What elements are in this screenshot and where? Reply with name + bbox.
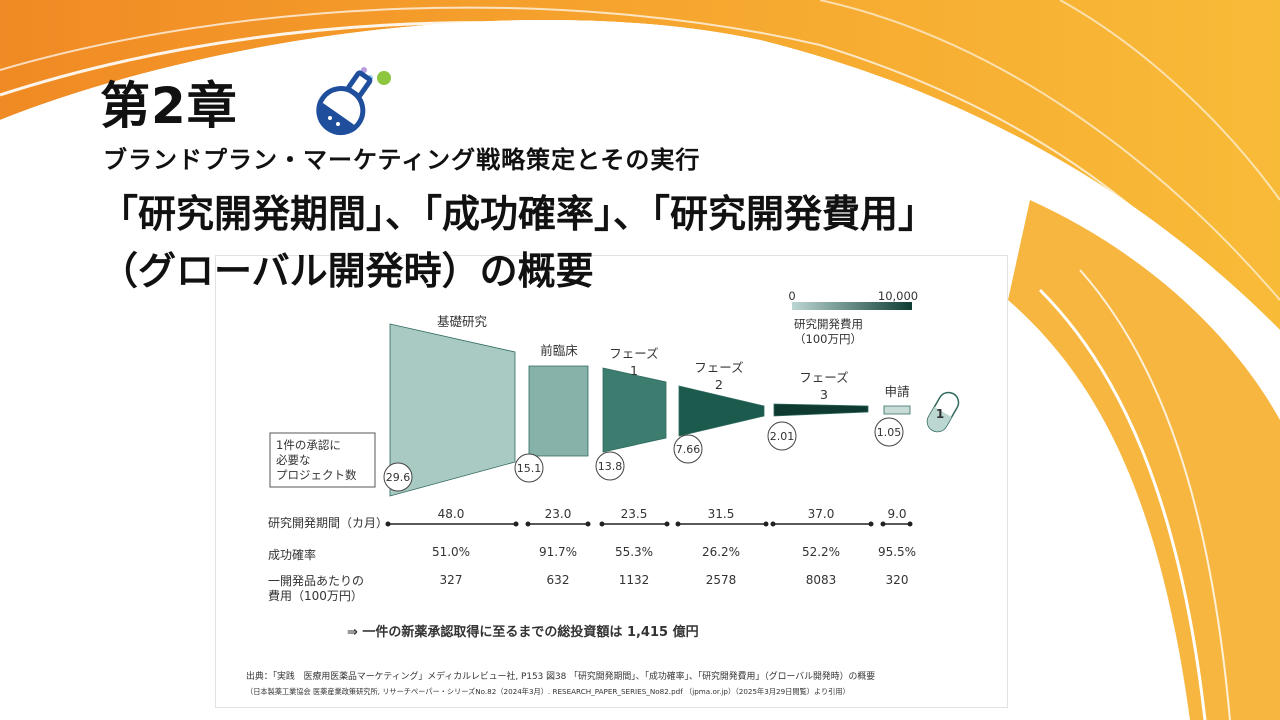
- total-investment-note: ⇒ 一件の新薬承認取得に至るまでの総投資額は 1,415 億円: [347, 624, 699, 640]
- funnel-stage-shape: [678, 385, 765, 437]
- duration-value: 23.0: [545, 507, 572, 521]
- funnel-stage-shape: [883, 405, 911, 415]
- stage-label: 基礎研究: [437, 314, 488, 329]
- duration-value: 37.0: [808, 507, 835, 521]
- cost-value: 320: [886, 573, 909, 587]
- cost-value: 327: [440, 573, 463, 587]
- project-count-label: 1.05: [877, 426, 902, 439]
- duration-endpoint: [880, 521, 886, 527]
- legend-caption: 研究開発費用: [794, 317, 863, 331]
- funnel-stage-shape: [773, 403, 869, 417]
- project-count-label: 15.1: [517, 462, 542, 475]
- source-citation: 出典：「実践 医療用医薬品マーケティング」メディカルレビュー社, P153 図3…: [246, 670, 875, 682]
- success-rate-value: 55.3%: [615, 545, 653, 559]
- stage-label: フェーズ: [609, 346, 658, 361]
- cost-value: 1132: [619, 573, 650, 587]
- row-label-cost: 一開発品あたりの: [268, 574, 364, 588]
- duration-endpoint: [868, 521, 874, 527]
- duration-endpoint: [907, 521, 913, 527]
- capsule-icon: [926, 391, 960, 433]
- row-label-cost: 費用（100万円）: [268, 588, 363, 603]
- stage-label: フェーズ: [694, 360, 743, 375]
- duration-value: 9.0: [887, 507, 906, 521]
- legend-gradient-bar: [792, 302, 912, 310]
- success-rate-value: 91.7%: [539, 545, 577, 559]
- projects-box-label: 必要な: [276, 453, 311, 467]
- duration-value: 48.0: [438, 507, 465, 521]
- project-count-label: 7.66: [676, 443, 701, 456]
- success-rate-value: 51.0%: [432, 545, 470, 559]
- project-count-circle: [595, 451, 625, 481]
- duration-endpoint: [385, 521, 391, 527]
- project-count-label: 29.6: [386, 471, 411, 484]
- stage-label: 2: [715, 377, 723, 392]
- stage-label: 1: [630, 363, 638, 378]
- row-label-success-rate: 成功確率: [268, 547, 316, 562]
- funnel-stage-shape: [528, 365, 589, 457]
- stage-label: 前臨床: [540, 343, 578, 358]
- legend-caption: （100万円）: [794, 332, 862, 346]
- figure-panel: 基礎研究 29.6 48.0 51.0% 327 前臨床 15.1 23.0 91.7% 632 フ…: [215, 255, 1008, 708]
- flask-icon: [316, 67, 391, 136]
- project-count-circle: [874, 417, 904, 447]
- slide-title-line2: （グローバル開発時）の概要: [100, 249, 594, 293]
- duration-endpoint: [599, 521, 605, 527]
- row-label-duration: 研究開発期間（カ月）: [268, 515, 388, 530]
- funnel-stage-shape: [389, 323, 516, 497]
- duration-value: 31.5: [708, 507, 735, 521]
- duration-endpoint: [675, 521, 681, 527]
- projects-box-label: プロジェクト数: [276, 468, 357, 482]
- duration-endpoint: [585, 521, 591, 527]
- slide-subtitle: ブランドプラン・マーケティング戦略策定とその実行: [103, 146, 701, 174]
- project-count-circle: [383, 462, 413, 492]
- legend-min-label: 0: [788, 289, 795, 303]
- duration-value: 23.5: [621, 507, 648, 521]
- duration-endpoint: [513, 521, 519, 527]
- project-count-circle: [514, 453, 544, 483]
- stage-label: 申請: [884, 384, 909, 399]
- success-rate-value: 95.5%: [878, 545, 916, 559]
- projects-box: [269, 432, 376, 488]
- duration-endpoint: [770, 521, 776, 527]
- source-citation-detail: （日本製薬工業協会 医薬産業政策研究所, リサーチペーパー・シリーズNo.82（…: [246, 687, 850, 696]
- cost-value: 2578: [706, 573, 737, 587]
- success-rate-value: 26.2%: [702, 545, 740, 559]
- chapter-title: 第2章: [100, 77, 238, 135]
- duration-endpoint: [664, 521, 670, 527]
- funnel-stage-shape: [602, 367, 667, 453]
- slide-title-line1: 「研究開発期間」、「成功確率」、「研究開発費用」: [100, 192, 937, 236]
- stage-label: フェーズ: [799, 370, 848, 385]
- legend-max-label: 10,000: [878, 289, 918, 303]
- success-rate-value: 52.2%: [802, 545, 840, 559]
- funnel-diagram: 基礎研究 29.6 48.0 51.0% 327 前臨床 15.1 23.0 91.7% 632 フ…: [246, 289, 960, 696]
- projects-box-label: 1件の承認に: [276, 438, 341, 452]
- stage-label: 3: [820, 387, 828, 402]
- project-count-circle: [673, 434, 703, 464]
- cost-value: 8083: [806, 573, 837, 587]
- project-count-circle: [767, 421, 797, 451]
- final-count: 1: [936, 407, 944, 421]
- cost-value: 632: [547, 573, 570, 587]
- project-count-label: 13.8: [598, 460, 623, 473]
- duration-endpoint: [525, 521, 531, 527]
- project-count-label: 2.01: [770, 430, 795, 443]
- duration-endpoint: [763, 521, 769, 527]
